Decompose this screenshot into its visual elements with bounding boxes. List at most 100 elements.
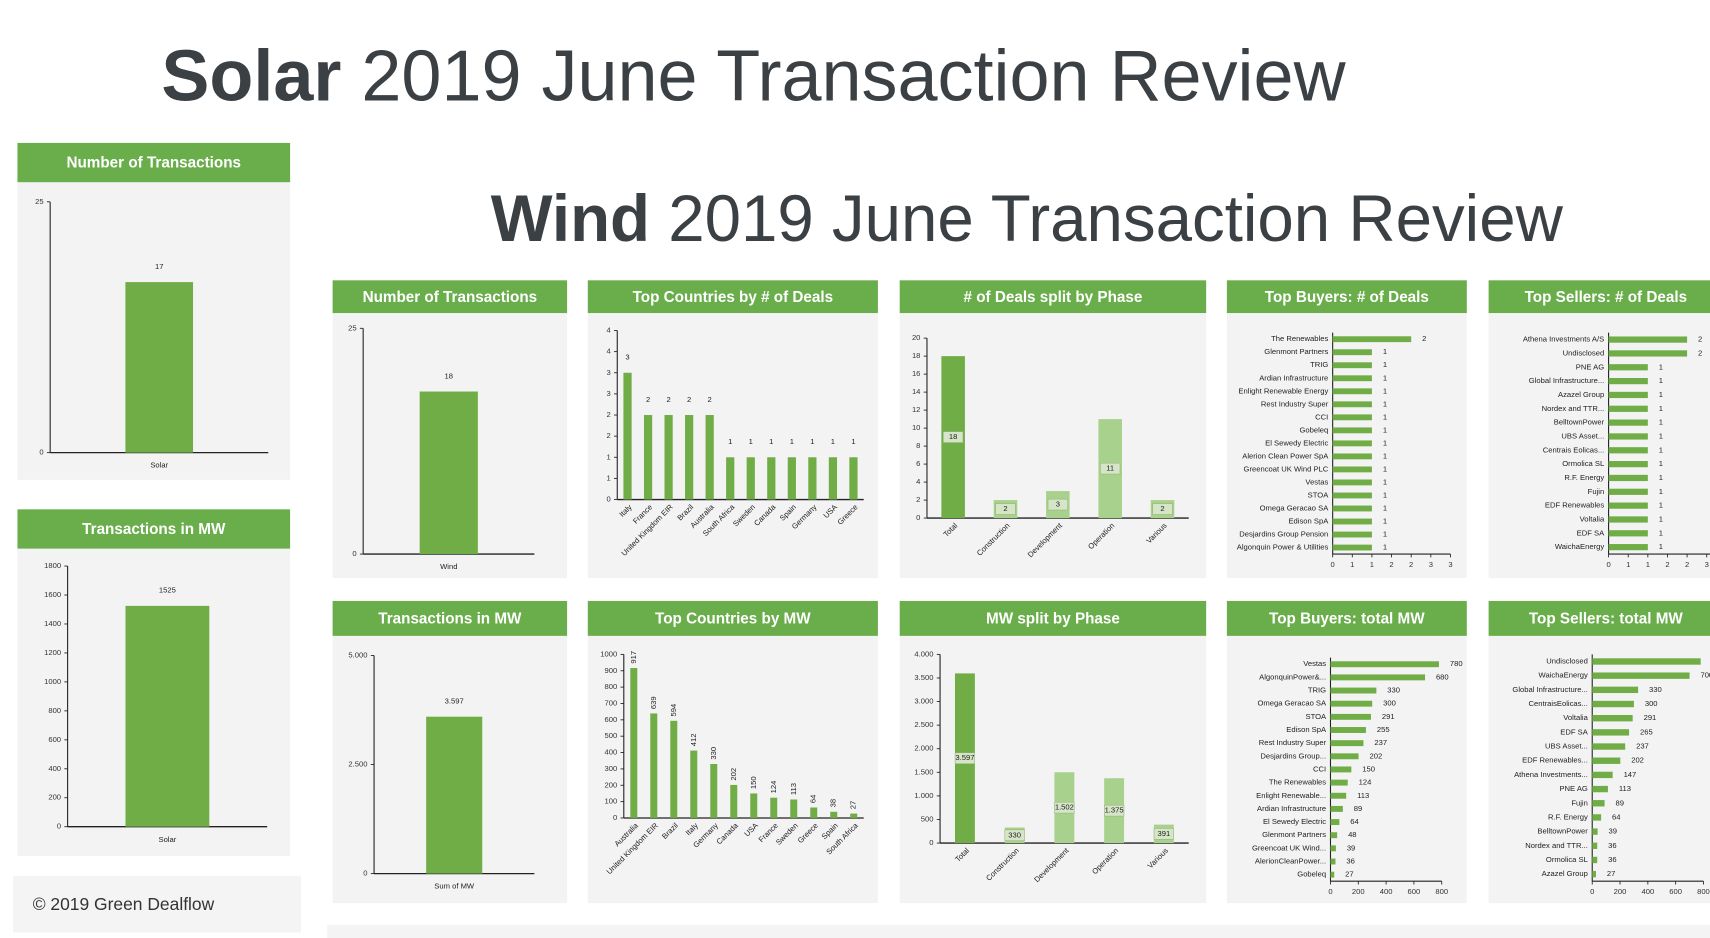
panel (899, 600, 1207, 904)
x-tick-label: 200 (1352, 887, 1365, 896)
y-tick-label: 400 (605, 748, 618, 757)
y-tick-label: UBS Asset... (1561, 431, 1604, 440)
y-tick-label: Gobeleq (1297, 870, 1326, 879)
bar (650, 713, 658, 818)
y-tick-label: STOA (1305, 712, 1327, 721)
value-label: 2 (1422, 334, 1426, 343)
value-label: 27 (1607, 869, 1615, 878)
bar (1592, 686, 1639, 694)
solar-title-rest: 2019 June Transaction Review (361, 36, 1346, 116)
y-tick-label: 1600 (44, 590, 61, 599)
value-label: 291 (1382, 712, 1395, 721)
bar (1608, 461, 1648, 468)
y-tick-label: TRIG (1310, 360, 1328, 369)
y-tick-label: 2 (916, 495, 920, 504)
y-tick-label: CCI (1313, 764, 1326, 773)
value-label: 1 (1383, 425, 1387, 434)
y-tick-label: 2.000 (914, 744, 933, 753)
bar (1332, 505, 1372, 512)
y-tick-label: 0 (916, 513, 920, 522)
y-tick-label: 0 (57, 822, 61, 831)
y-tick-label: El Sewedy Electric (1265, 438, 1328, 447)
value-label: 124 (769, 780, 778, 793)
bar (1592, 743, 1626, 750)
y-tick-label: 1 (606, 473, 610, 482)
y-tick-label: 5.000 (348, 651, 367, 660)
bar (1330, 805, 1343, 812)
y-tick-label: 20 (912, 333, 920, 342)
bar (1330, 700, 1373, 707)
x-tick-label: 1 (1350, 560, 1354, 569)
value-label: 64 (1350, 817, 1359, 826)
y-tick-label: 25 (35, 197, 43, 206)
bar (690, 750, 698, 818)
x-tick-label: 400 (1641, 887, 1654, 896)
y-tick-label: 16 (912, 369, 920, 378)
y-tick-label: BelltownPower (1554, 418, 1605, 427)
x-tick-label: 0 (1590, 887, 1594, 896)
panel-title: Number of Transactions (66, 155, 241, 172)
bar (1592, 842, 1598, 849)
x-tick-label: 2 (1665, 560, 1669, 569)
panel-header (17, 142, 291, 183)
y-tick-label: 0 (39, 448, 43, 457)
bar (850, 813, 858, 818)
value-label: 2 (1698, 335, 1702, 344)
bar (1608, 377, 1648, 385)
y-tick-label: 0 (352, 549, 356, 558)
y-tick-label: WaichaEnergy (1539, 671, 1588, 680)
value-label: 17 (155, 262, 163, 271)
value-label: 330 (1649, 685, 1662, 694)
value-label: 11 (1106, 464, 1114, 473)
bar (828, 457, 838, 500)
value-label: 265 (1640, 727, 1653, 736)
x-tick-label: 600 (1408, 887, 1421, 896)
bar (770, 797, 778, 818)
panel-title: Top Countries by # of Deals (633, 289, 834, 306)
y-tick-label: Desjardins Group... (1260, 751, 1326, 760)
value-label: 2 (1698, 348, 1702, 357)
y-tick-label: Edison SpA (1286, 725, 1327, 734)
y-tick-label: AlerionCleanPower... (1255, 857, 1326, 866)
y-tick-label: EDF Renewables... (1522, 756, 1588, 765)
bar (849, 457, 858, 500)
y-tick-label: PNE AG (1576, 362, 1604, 371)
bar (419, 391, 478, 555)
bar (1332, 362, 1372, 369)
y-tick-label: 1.000 (914, 791, 933, 800)
value-label: 1 (1383, 360, 1387, 369)
bar (1332, 427, 1372, 434)
y-tick-label: Rest Industry Super (1259, 738, 1327, 747)
y-tick-label: El Sewedy Electric (1263, 817, 1326, 826)
value-label: 1 (1659, 376, 1663, 385)
x-tick-label: Solar (150, 461, 168, 470)
value-label: 255 (1377, 725, 1390, 734)
bar (1332, 466, 1372, 473)
y-tick-label: 800 (48, 706, 61, 715)
bar (1592, 785, 1608, 793)
x-tick-label: 600 (1669, 887, 1682, 896)
wind-title-bold: Wind (491, 182, 650, 255)
value-label: 300 (1645, 699, 1658, 708)
y-tick-label: CentraisEolicas... (1529, 699, 1588, 708)
y-tick-label: 14 (912, 387, 921, 396)
y-tick-label: 1 (606, 452, 610, 461)
bar (810, 807, 818, 818)
value-label: 1 (728, 437, 732, 446)
value-label: 680 (1436, 672, 1449, 681)
y-tick-label: 1000 (600, 649, 617, 658)
bar (1592, 757, 1621, 764)
y-tick-label: The Renewables (1269, 778, 1326, 787)
value-label: 1 (1383, 477, 1387, 486)
bar (1330, 687, 1377, 694)
value-label: 1 (1383, 530, 1387, 539)
value-label-box (1152, 503, 1173, 515)
value-label: 1 (1659, 542, 1663, 551)
y-tick-label: 0 (929, 838, 933, 847)
y-tick-label: Athena Investments... (1514, 770, 1588, 779)
bar (1592, 700, 1634, 708)
x-tick-label: 1 (1370, 560, 1374, 569)
value-label-box (1054, 801, 1075, 814)
value-label: 330 (709, 747, 718, 760)
